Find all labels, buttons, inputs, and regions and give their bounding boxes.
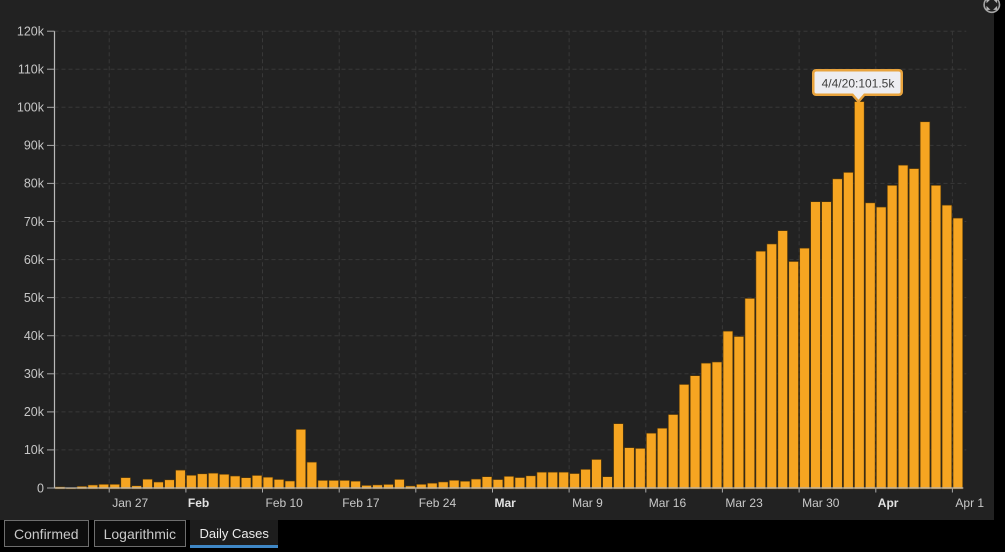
svg-text:10k: 10k bbox=[24, 443, 45, 457]
svg-text:Mar 16: Mar 16 bbox=[649, 496, 687, 510]
svg-text:90k: 90k bbox=[24, 139, 45, 153]
svg-text:30k: 30k bbox=[24, 367, 45, 381]
svg-text:80k: 80k bbox=[24, 177, 45, 191]
svg-text:50k: 50k bbox=[24, 291, 45, 305]
svg-text:Mar 9: Mar 9 bbox=[572, 496, 603, 510]
svg-text:Feb 17: Feb 17 bbox=[342, 496, 380, 510]
svg-text:Mar: Mar bbox=[495, 496, 517, 510]
svg-text:20k: 20k bbox=[24, 405, 45, 419]
svg-text:Feb 24: Feb 24 bbox=[419, 496, 457, 510]
svg-text:4/4/20:101.5k: 4/4/20:101.5k bbox=[822, 77, 896, 91]
svg-text:0: 0 bbox=[37, 481, 44, 495]
svg-text:40k: 40k bbox=[24, 329, 45, 343]
svg-text:Mar 23: Mar 23 bbox=[725, 496, 763, 510]
svg-text:120k: 120k bbox=[17, 25, 45, 39]
svg-text:Jan 27: Jan 27 bbox=[112, 496, 148, 510]
svg-text:Feb 10: Feb 10 bbox=[266, 496, 304, 510]
svg-text:Feb: Feb bbox=[188, 496, 209, 510]
svg-text:Apr: Apr bbox=[878, 496, 899, 510]
svg-text:70k: 70k bbox=[24, 215, 45, 229]
svg-text:Apr 13: Apr 13 bbox=[955, 496, 991, 510]
svg-text:Mar 30: Mar 30 bbox=[802, 496, 840, 510]
svg-text:100k: 100k bbox=[17, 101, 45, 115]
svg-text:60k: 60k bbox=[24, 253, 45, 267]
svg-text:110k: 110k bbox=[18, 63, 45, 77]
